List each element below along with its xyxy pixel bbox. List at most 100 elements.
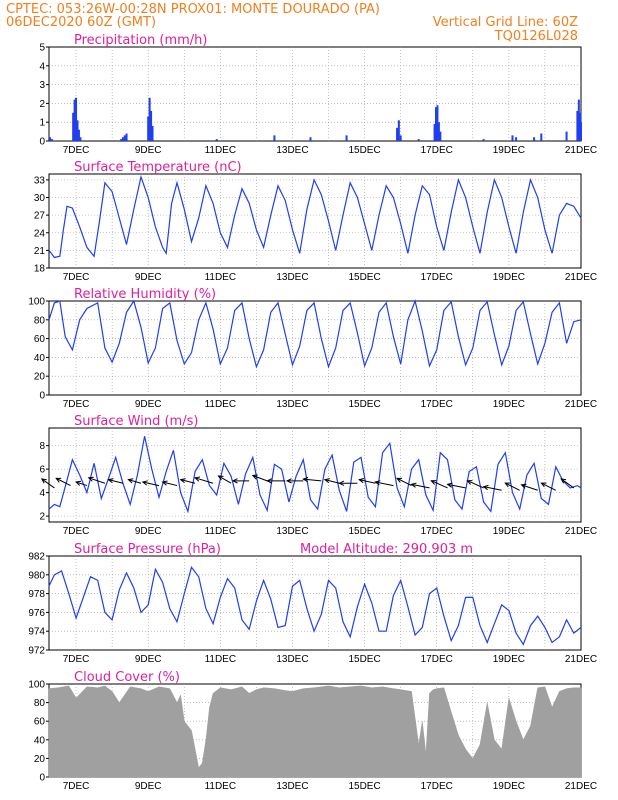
x-tick-label: 9DEC [135, 781, 162, 792]
wind-arrow-shaft [431, 480, 448, 489]
precip-bar [50, 139, 53, 141]
wind-arrow-shaft [375, 481, 394, 487]
wind-arrow [323, 478, 340, 484]
x-tick-label: 11DEC [205, 654, 237, 665]
wind-arrow [374, 480, 394, 487]
wind-arrow-shaft [324, 479, 340, 484]
x-tick-label: 9DEC [135, 526, 162, 537]
y-tick-label: 8 [39, 441, 45, 452]
panel-temperature: 18 21 24 27 30 33 7DEC 9DEC 11DEC 13DEC 15DEC 17DEC… [34, 160, 597, 283]
panel-cloud: 0 20 40 60 80 100 7DEC 9DEC 11DEC 13DEC 15DEC 17DEC… [28, 670, 597, 792]
wind-line [48, 436, 582, 514]
x-tick-label: 11DEC [205, 399, 237, 410]
x-tick-label: 13DEC [276, 654, 308, 665]
x-tick-label: 17DEC [421, 781, 453, 792]
header-grid-line: Vertical Grid Line: 60Z [433, 15, 578, 30]
wind-arrow-head [302, 476, 309, 483]
x-tick-label: 11DEC [205, 526, 237, 537]
wind-arrow-shaft [560, 478, 575, 489]
x-tick-label: 15DEC [348, 399, 380, 410]
wind-arrow-head [323, 478, 330, 484]
wind-arrow-head [251, 474, 258, 480]
header: CPTEC: 053:26W-00:28N PROX01: MONTE DOUR… [6, 2, 578, 44]
panel-humidity: 0 20 40 60 80 100 7DEC 9DEC 11DEC 13DEC 15DEC 17DEC… [28, 287, 597, 410]
panel-subtitle: Model Altitude: 290.903 m [300, 542, 473, 557]
wind-arrow [266, 478, 286, 484]
x-tick-label: 21DEC [565, 145, 597, 156]
precip-bar [577, 99, 580, 141]
y-tick-label: 60 [34, 717, 46, 728]
wind-arrow-shaft [447, 483, 466, 489]
x-tick-label: 7DEC [63, 399, 90, 410]
wind-arrow-shaft [194, 477, 214, 484]
wind-arrow-shaft [359, 479, 376, 484]
wind-arrow-shaft [505, 482, 520, 491]
wind-arrow-head [127, 478, 134, 484]
precip-bar [482, 139, 485, 141]
x-tick-label: 7DEC [63, 272, 90, 283]
wind-arrow-head [87, 476, 94, 482]
wind-arrow-shaft [56, 477, 71, 487]
x-tick-label: 19DEC [493, 781, 525, 792]
y-tick-label: 1 [39, 118, 45, 129]
precip-bar [147, 116, 150, 141]
wind-arrow-head [40, 478, 47, 484]
precip-bar [345, 135, 348, 141]
wind-arrow-shaft [41, 478, 55, 489]
x-tick-label: 9DEC [135, 145, 162, 156]
wind-arrow [55, 477, 71, 487]
x-tick-label: 17DEC [421, 272, 453, 283]
wind-arrow-head [194, 476, 201, 482]
wind-arrow [194, 476, 214, 484]
wind-arrow-shaft [142, 481, 160, 487]
precip-bar [76, 120, 79, 141]
y-tick-label: 5 [39, 43, 45, 54]
precip-bar [436, 105, 439, 141]
precip-bar [79, 137, 82, 141]
x-tick-label: 19DEC [493, 399, 525, 410]
x-tick-label: 11DEC [205, 272, 237, 283]
wind-arrow-head [504, 482, 511, 488]
wind-arrow [87, 476, 106, 484]
precip-bar [49, 137, 52, 141]
panel-title: Cloud Cover (%) [74, 670, 180, 685]
wind-arrow [141, 480, 160, 487]
x-tick-label: 21DEC [565, 272, 597, 283]
precip-bar [150, 110, 153, 141]
wind-arrow-head [358, 478, 365, 484]
x-tick-label: 13DEC [276, 399, 308, 410]
panel-title: Relative Humidity (%) [74, 287, 216, 302]
wind-arrow-shaft [303, 478, 322, 482]
precip-bar [120, 139, 123, 141]
wind-arrow-shaft [108, 479, 124, 484]
wind-arrow-head [141, 480, 148, 486]
wind-arrow-head [396, 477, 403, 483]
x-tick-label: 15DEC [348, 654, 380, 665]
y-tick-label: 0 [39, 137, 45, 148]
wind-arrow [410, 482, 430, 489]
wind-arrow-shaft [75, 481, 88, 487]
wind-arrow [446, 482, 466, 489]
wind-arrow [430, 480, 448, 489]
panel-frame [48, 300, 582, 396]
y-tick-label: 80 [34, 698, 46, 709]
x-tick-label: 7DEC [63, 781, 90, 792]
x-tick-label: 17DEC [421, 526, 453, 537]
panel-precipitation: 0 1 2 3 4 5 7DEC 9DEC 11DEC 13DEC 15DEC 17DEC 19DEC 2… [39, 33, 597, 156]
y-tick-label: 20 [34, 754, 46, 765]
y-tick-label: 24 [34, 228, 46, 239]
wind-arrow [520, 483, 538, 491]
wind-arrow-head [161, 480, 168, 486]
precip-bar [121, 137, 124, 141]
y-tick-label: 27 [34, 211, 46, 222]
wind-arrow-shaft [180, 479, 196, 484]
precip-bar [151, 125, 154, 141]
y-tick-label: 30 [34, 193, 46, 204]
wind-arrow [338, 480, 358, 486]
precip-bar [533, 137, 536, 141]
wind-arrow [396, 477, 412, 487]
wind-arrow-head [482, 484, 489, 491]
precip-bar [75, 97, 78, 141]
precip-bar [515, 137, 518, 141]
